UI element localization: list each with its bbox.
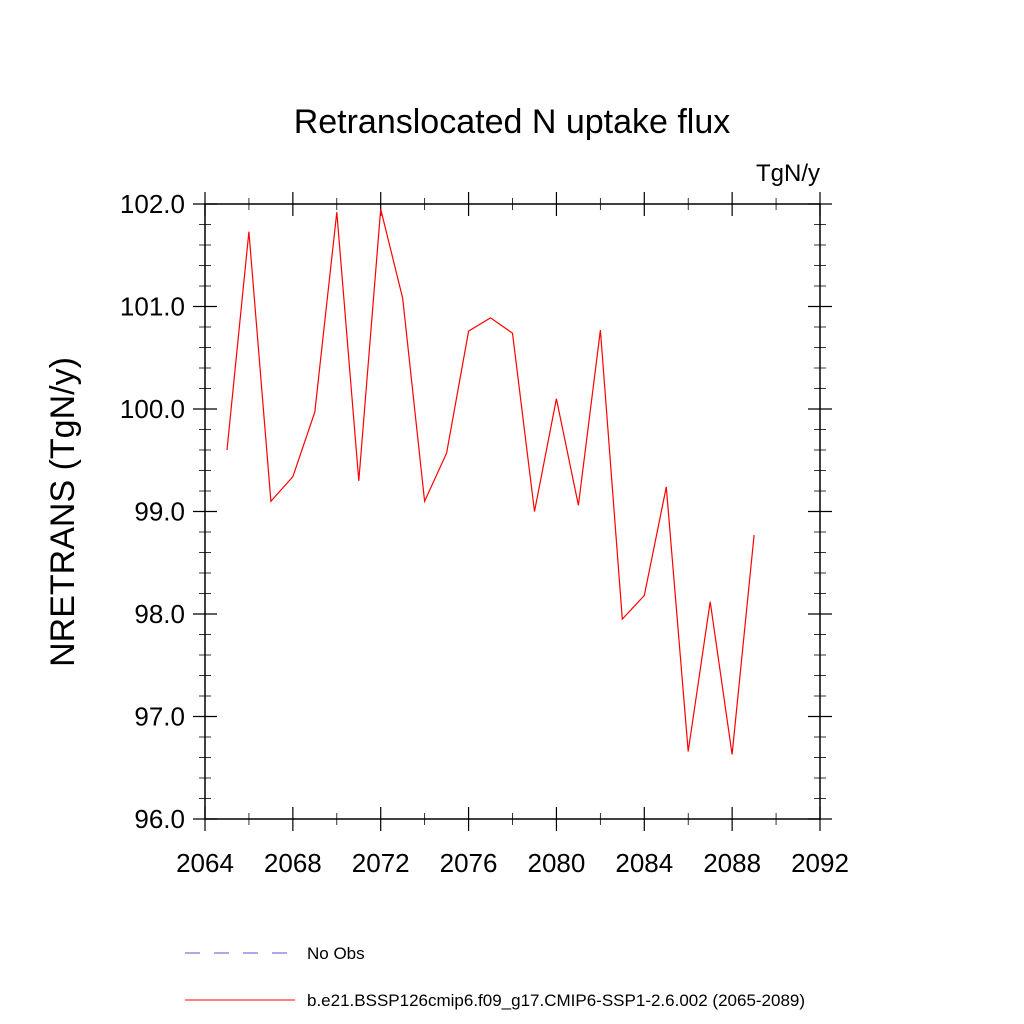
chart-title: Retranslocated N uptake flux [294,103,731,141]
series-line [226,208,755,755]
y-tick-label: 101.0 [120,292,185,322]
x-tick-label: 2084 [615,848,673,878]
units-label: TgN/y [756,160,820,187]
x-tick-label: 2092 [791,848,849,878]
y-tick-label: 97.0 [134,702,185,732]
y-tick-label: 98.0 [134,599,185,629]
series-layer [226,208,755,755]
legend-label: b.e21.BSSP126cmip6.f09_g17.CMIP6-SSP1-2.… [307,991,805,1010]
y-tick-label: 96.0 [134,804,185,834]
x-tick-label: 2080 [528,848,586,878]
y-axis-label: NRETRANS (TgN/y) [44,357,82,667]
x-tick-label: 2072 [352,848,410,878]
y-tick-label: 102.0 [120,189,185,219]
legend: No Obs b.e21.BSSP126cmip6.f09_g17.CMIP6-S… [185,944,805,1010]
y-tick-label: 100.0 [120,394,185,424]
legend-label: No Obs [307,944,365,963]
y-tick-label: 99.0 [134,497,185,527]
x-tick-label: 2068 [264,848,322,878]
axes: 96.0 97.0 98.0 99.0 100.0 101.0 102.0 2064 2068 2… [120,189,849,878]
x-tick-label: 2064 [176,848,234,878]
x-tick-label: 2088 [703,848,761,878]
x-tick-label: 2076 [440,848,498,878]
